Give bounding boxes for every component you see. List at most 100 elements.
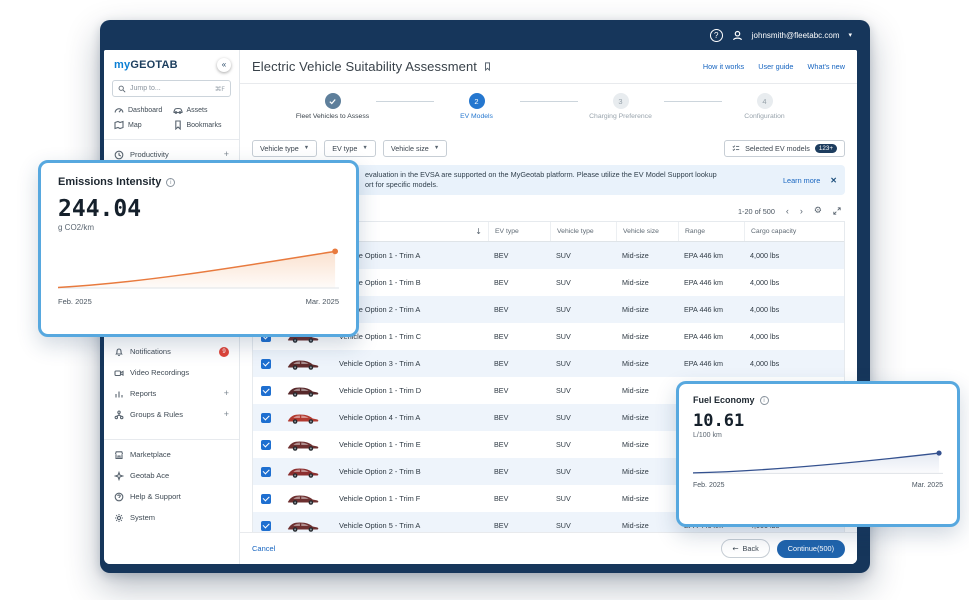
sidebar-item-system[interactable]: System — [104, 507, 239, 528]
row-checkbox[interactable] — [261, 520, 271, 531]
top-bar: ? johnsmith@fleetabc.com ▾ — [100, 20, 870, 50]
cell-vehicle-type: SUV — [556, 332, 571, 341]
column-cargo-capacity[interactable]: Cargo capacity — [744, 222, 844, 241]
link-user-guide[interactable]: User guide — [758, 62, 794, 71]
search-placeholder: Jump to... — [130, 85, 161, 92]
search-shortcut: ⌘F — [214, 84, 225, 93]
step-fleet-vehicles[interactable]: Fleet Vehicles to Assess — [290, 93, 376, 120]
sidebar-item-assets[interactable]: Assets — [172, 105, 232, 115]
prev-page-icon[interactable]: ‹ — [785, 205, 789, 216]
sidebar-divider — [104, 139, 239, 140]
mygeotab-logo: myGEOTAB — [114, 59, 178, 71]
cell-vehicle-size: Mid-size — [622, 251, 649, 260]
map-icon — [114, 120, 124, 130]
vehicle-name: Vehicle Option 5 - Trim A — [339, 521, 421, 530]
cell-vehicle-type: SUV — [556, 413, 571, 422]
banner-close-icon[interactable]: ✕ — [830, 175, 837, 185]
jump-to-search-input[interactable]: Jump to... ⌘F — [112, 80, 231, 97]
expand-plus-icon[interactable]: + — [223, 388, 229, 398]
step-charging-preference[interactable]: 3 Charging Preference — [578, 93, 664, 120]
cell-vehicle-type: SUV — [556, 467, 571, 476]
car-image — [279, 411, 333, 425]
row-checkbox[interactable] — [261, 466, 271, 477]
car-image — [279, 492, 333, 506]
table-settings-icon[interactable]: ⚙ — [813, 205, 822, 216]
page-title: Electric Vehicle Suitability Assessment — [252, 59, 477, 74]
sidebar-item-geotab-ace[interactable]: Geotab Ace — [104, 465, 239, 486]
cancel-link[interactable]: Cancel — [252, 544, 276, 553]
cell-vehicle-size: Mid-size — [622, 494, 649, 503]
cell-vehicle-size: Mid-size — [622, 359, 649, 368]
sidebar-item-help-support[interactable]: Help & Support — [104, 486, 239, 507]
sidebar-item-groups-rules[interactable]: Groups & Rules + — [104, 404, 239, 425]
sidebar-item-map[interactable]: Map — [114, 120, 173, 130]
row-checkbox[interactable] — [261, 412, 271, 423]
step-ev-models[interactable]: 2 EV Models — [434, 93, 520, 120]
car-image — [279, 357, 333, 371]
sidebar-item-productivity[interactable]: Productivity + — [104, 144, 239, 165]
learn-more-link[interactable]: Learn more — [782, 175, 821, 185]
expand-icon[interactable] — [833, 207, 841, 215]
cell-ev-type: BEV — [494, 386, 509, 395]
question-icon — [114, 492, 124, 501]
sidebar-item-bookmarks[interactable]: Bookmarks — [173, 120, 232, 130]
selected-count-badge: 123+ — [814, 143, 837, 153]
emissions-line-chart — [58, 248, 339, 289]
vehicle-name: Vehicle Option 1 - Trim D — [339, 386, 422, 395]
x-axis-end-label: Mar. 2025 — [305, 297, 339, 306]
filter-ev-type[interactable]: EV type ▼ — [324, 139, 376, 157]
expand-plus-icon[interactable]: + — [223, 409, 229, 419]
fuel-economy-card: Fuel Economy i 10.61 L/100 km Feb. 2025 … — [676, 381, 960, 527]
step-done-check-icon — [324, 93, 341, 109]
info-icon[interactable]: i — [166, 177, 176, 187]
continue-button[interactable]: Continue(500) — [776, 539, 845, 558]
expand-plus-icon[interactable]: + — [223, 149, 229, 159]
selected-ev-models-button[interactable]: Selected EV models 123+ — [724, 139, 845, 157]
column-vehicle-type[interactable]: Vehicle type — [550, 222, 616, 241]
cell-ev-type: BEV — [494, 251, 509, 260]
back-button[interactable]: ← Back — [721, 539, 770, 558]
cell-cargo: 4,000 lbs — [750, 305, 780, 314]
bell-icon — [115, 347, 123, 356]
sort-descending-icon[interactable]: ↓ — [475, 227, 482, 236]
dashboard-icon — [114, 108, 124, 113]
row-checkbox[interactable] — [261, 358, 271, 369]
row-checkbox[interactable] — [261, 493, 271, 504]
column-range[interactable]: Range — [678, 222, 744, 241]
sidebar-item-marketplace[interactable]: Marketplace — [104, 444, 239, 465]
bookmark-icon — [174, 120, 181, 130]
sidebar-item-video-recordings[interactable]: Video Recordings — [104, 362, 239, 383]
sidebar-item-notifications[interactable]: Notifications 9 — [104, 341, 239, 362]
sidebar-item-dashboard[interactable]: Dashboard — [114, 105, 173, 115]
step-configuration[interactable]: 4 Configuration — [722, 93, 808, 120]
bookmark-page-icon[interactable] — [483, 61, 492, 72]
back-arrow-icon: ← — [732, 544, 739, 553]
column-ev-type[interactable]: EV type — [488, 222, 550, 241]
cell-vehicle-size: Mid-size — [622, 521, 649, 530]
chevron-down-icon: ▼ — [362, 145, 368, 151]
user-icon[interactable] — [732, 30, 743, 41]
vehicle-name: Vehicle Option 4 - Trim A — [339, 413, 421, 422]
car-image — [279, 465, 333, 479]
vehicle-name: Vehicle Option 1 - Trim E — [339, 440, 421, 449]
filter-vehicle-size[interactable]: Vehicle size ▼ — [382, 139, 448, 157]
row-checkbox[interactable] — [261, 385, 271, 396]
table-row[interactable]: Vehicle Option 3 - Trim A BEV SUV Mid-si… — [253, 350, 844, 377]
row-checkbox[interactable] — [261, 439, 271, 450]
next-page-icon[interactable]: › — [799, 205, 803, 216]
help-icon[interactable]: ? — [709, 28, 723, 42]
sidebar-item-reports[interactable]: Reports + — [104, 383, 239, 404]
checklist-icon — [732, 145, 740, 152]
filter-vehicle-type[interactable]: Vehicle type ▼ — [252, 139, 318, 157]
account-menu-caret-icon[interactable]: ▾ — [848, 32, 852, 39]
cell-vehicle-type: SUV — [556, 494, 571, 503]
link-whats-new[interactable]: What's new — [807, 62, 846, 71]
cell-vehicle-size: Mid-size — [622, 278, 649, 287]
info-icon[interactable]: i — [759, 395, 769, 405]
sidebar-collapse-button[interactable]: « — [217, 58, 231, 72]
link-how-it-works[interactable]: How it works — [702, 62, 745, 71]
column-vehicle-size[interactable]: Vehicle size — [616, 222, 678, 241]
account-email[interactable]: johnsmith@fleetabc.com — [751, 30, 840, 40]
step-connector — [663, 101, 722, 102]
cell-cargo: 4,000 lbs — [750, 332, 780, 341]
